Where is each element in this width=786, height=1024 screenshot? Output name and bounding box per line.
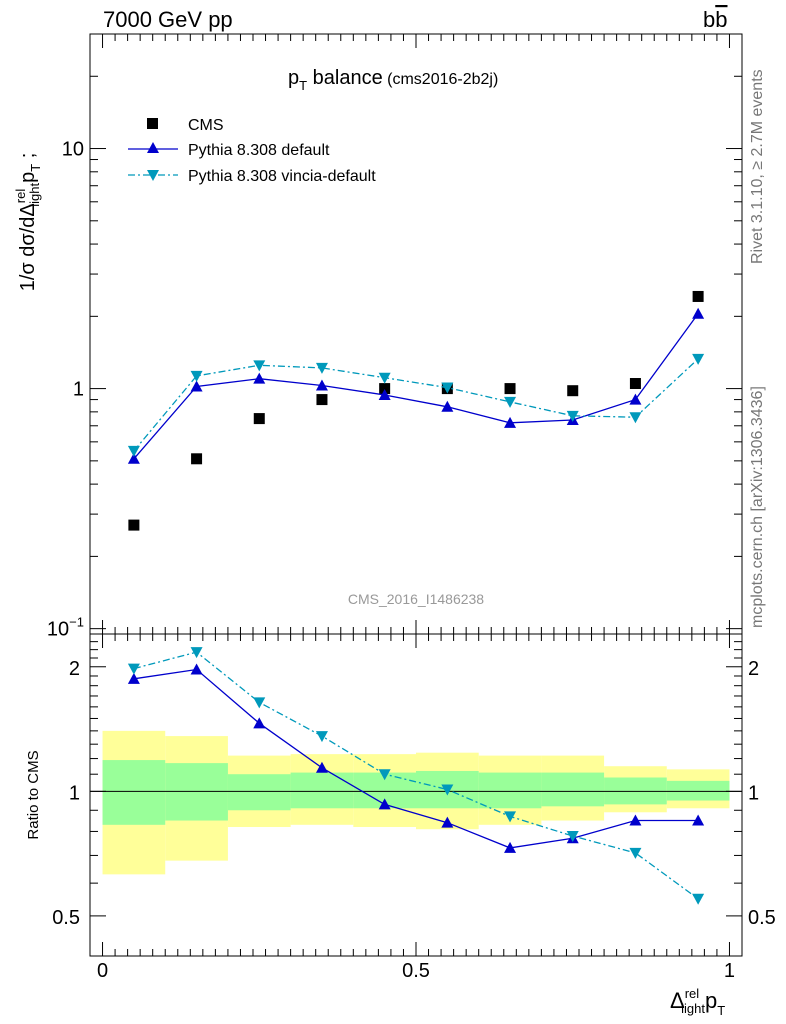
- main-series-line: [133, 358, 699, 452]
- ratio-panel: 0.5 0.5 1 1 2 2 0 0.5 1 Ratio to CMS Δrel lightpT: [25, 633, 776, 1018]
- ratio-point-default: [629, 814, 642, 826]
- ratio-point-vincia: [378, 769, 391, 781]
- ratio-point-vincia: [127, 663, 140, 675]
- ratio-point-default: [190, 663, 203, 675]
- process-label-bar: b: [715, 7, 727, 32]
- main-point-cms: [253, 413, 265, 425]
- main-point-vincia: [253, 360, 266, 372]
- main-y-axis-title: 1/σ dσ/dΔrellightpT ;: [13, 153, 43, 292]
- legend: CMS Pythia 8.308 default Pythia 8.308 vi…: [128, 117, 376, 185]
- main-y-tick-labels: 10−1 1 10: [47, 139, 84, 641]
- ratio-ticks: 0.5 0.5 1 1 2 2 0 0.5 1: [52, 634, 776, 982]
- main-point-cms: [692, 290, 704, 302]
- legend-label-default: Pythia 8.308 default: [188, 142, 330, 159]
- ratio-band-inner: [666, 780, 730, 801]
- main-point-vincia: [190, 370, 203, 382]
- main-point-default: [441, 400, 454, 412]
- ratio-point-default: [127, 672, 140, 684]
- ratio-y-axis-title: Ratio to CMS: [25, 750, 42, 839]
- ratio-point-vincia: [504, 811, 517, 823]
- main-point-default: [190, 380, 203, 392]
- ratio-point-default: [441, 816, 454, 828]
- analysis-id: CMS_2016_I1486238: [348, 591, 484, 607]
- main-point-vincia: [566, 410, 579, 422]
- x-tick-label: 0.5: [402, 960, 430, 982]
- rivet-label: Rivet 3.1.10, ≥ 2.7M events: [749, 69, 766, 264]
- main-ticks: [90, 33, 742, 634]
- x-axis-title: Δrel lightpT: [670, 986, 725, 1018]
- ratio-y-tick-label: 0.5: [52, 907, 80, 929]
- process-label: bb: [703, 7, 728, 32]
- main-point-default: [504, 416, 517, 428]
- x-tick-label: 0: [97, 960, 108, 982]
- ratio-point-vincia: [692, 893, 705, 905]
- ratio-series: [127, 647, 705, 905]
- main-y-tick-label: 1: [73, 379, 84, 401]
- main-title: pT balance (cms2016-2b2j): [288, 67, 498, 93]
- main-point-default: [127, 452, 140, 464]
- main-point-vincia: [378, 372, 391, 384]
- main-point-default: [315, 379, 328, 391]
- ratio-point-vincia: [315, 731, 328, 743]
- ratio-point-vincia: [566, 830, 579, 842]
- main-point-default: [629, 393, 642, 405]
- ratio-band-inner: [541, 772, 605, 807]
- main-point-cms: [504, 383, 516, 395]
- main-point-cms: [567, 385, 579, 397]
- ratio-point-vincia: [190, 647, 203, 659]
- ratio-y-tick-label: 2: [69, 658, 80, 680]
- legend-label-vincia: Pythia 8.308 vincia-default: [188, 168, 376, 185]
- legend-marker-vincia: [147, 170, 159, 181]
- main-point-vincia: [504, 396, 517, 408]
- main-series-line: [133, 313, 699, 460]
- legend-label-cms: CMS: [188, 117, 224, 134]
- main-y-tick-label: 10: [62, 139, 84, 161]
- ratio-point-default: [315, 761, 328, 773]
- main-point-vincia: [692, 353, 705, 365]
- ratio-point-vincia: [441, 784, 454, 796]
- ratio-y-tick-label-right: 0.5: [748, 907, 776, 929]
- main-point-cms: [191, 453, 203, 465]
- main-point-default: [692, 307, 705, 319]
- main-point-default: [378, 389, 391, 401]
- main-point-vincia: [127, 445, 140, 457]
- ratio-point-default: [504, 841, 517, 853]
- main-point-cms: [128, 519, 140, 531]
- ratio-y-tick-label-right: 1: [748, 782, 759, 804]
- ratio-series-line: [133, 668, 699, 849]
- source-label: mcplots.cern.ch [arXiv:1306.3436]: [749, 386, 766, 628]
- legend-marker-default: [147, 142, 159, 153]
- ratio-y-tick-label: 1: [69, 782, 80, 804]
- ratio-band-inner: [227, 774, 291, 811]
- energy-label: 7000 GeV pp: [103, 7, 233, 32]
- main-series: [127, 290, 705, 531]
- ratio-point-default: [253, 717, 266, 729]
- main-point-cms: [379, 383, 391, 395]
- main-point-cms: [316, 394, 328, 406]
- main-point-vincia: [315, 362, 328, 374]
- main-point-default: [253, 372, 266, 384]
- main-point-vincia: [441, 382, 454, 394]
- ratio-series-line: [133, 651, 699, 900]
- ratio-point-default: [692, 814, 705, 826]
- ratio-point-vincia: [629, 847, 642, 859]
- ratio-band-inner: [478, 772, 542, 809]
- ratio-y-tick-label-right: 2: [748, 658, 759, 680]
- ratio-band-inner: [290, 772, 354, 809]
- ratio-point-vincia: [253, 697, 266, 709]
- main-point-vincia: [629, 412, 642, 424]
- ratio-band-inner: [102, 760, 166, 825]
- ratio-point-default: [378, 798, 391, 810]
- legend-marker-cms: [147, 118, 158, 129]
- x-tick-label: 1: [724, 960, 735, 982]
- main-point-cms: [629, 378, 641, 390]
- main-panel: 10−1 1 10 pT balance (cms2016-2b2j) CMS_20…: [13, 33, 743, 641]
- main-y-tick-label: 10−1: [47, 615, 84, 641]
